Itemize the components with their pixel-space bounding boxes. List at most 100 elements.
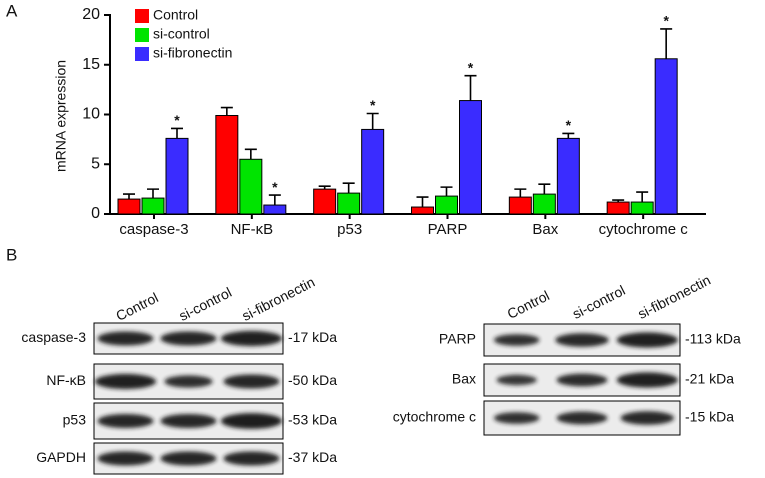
- error-bar: [366, 112, 379, 130]
- error-bar: [244, 148, 257, 160]
- legend-label: si-fibronectin: [153, 45, 232, 61]
- error-bar: [612, 199, 625, 203]
- blot-band: [97, 414, 154, 428]
- blot-band: [556, 411, 608, 425]
- lane-label: si-control: [570, 282, 628, 322]
- y-tick-label: 20: [82, 6, 100, 23]
- bar: [556, 137, 580, 215]
- y-tick-label: 15: [82, 56, 100, 73]
- error-bar: [123, 193, 135, 200]
- blot-band: [493, 334, 540, 346]
- significance-mark: *: [174, 112, 180, 128]
- protein-label: GAPDH: [36, 449, 86, 465]
- bar: [165, 137, 189, 215]
- size-label: -37 kDa: [288, 449, 337, 465]
- size-label: -53 kDa: [288, 412, 337, 428]
- bar: [337, 192, 361, 215]
- bar: [654, 58, 678, 215]
- bar: [313, 188, 337, 215]
- x-tick-label: cytochrome c: [599, 221, 689, 238]
- blot-band: [160, 451, 217, 466]
- blot-band: [94, 373, 157, 390]
- blot-band: [220, 330, 283, 347]
- legend-swatch: [135, 28, 149, 42]
- bar: [508, 196, 532, 215]
- significance-mark: *: [566, 117, 572, 133]
- panel-label: B: [6, 245, 17, 264]
- legend-label: si-control: [153, 26, 210, 42]
- y-tick-label: 10: [82, 106, 100, 123]
- error-bar: [440, 186, 453, 197]
- bar: [263, 204, 287, 215]
- error-bar: [318, 185, 331, 190]
- size-label: -50 kDa: [288, 372, 337, 388]
- error-bar: [562, 132, 575, 139]
- blot-band: [496, 374, 537, 386]
- blot-band: [220, 413, 283, 429]
- blot-band: [616, 332, 678, 348]
- bar: [239, 158, 263, 215]
- lane-label: Control: [113, 289, 160, 324]
- blot-band: [493, 412, 540, 424]
- error-bar: [636, 191, 649, 203]
- blot-band: [616, 372, 678, 388]
- protein-label: PARP: [439, 331, 476, 347]
- significance-mark: *: [663, 13, 669, 29]
- error-bar: [660, 28, 673, 59]
- x-tick-label: Bax: [532, 221, 558, 238]
- blot-band: [164, 375, 213, 388]
- protein-label: NF-κB: [46, 372, 86, 388]
- bar: [606, 201, 630, 215]
- blot-band: [223, 374, 280, 389]
- size-label: -21 kDa: [685, 371, 734, 387]
- error-bar: [342, 182, 355, 194]
- bar: [361, 128, 385, 215]
- legend-label: Control: [153, 7, 198, 23]
- significance-mark: *: [272, 179, 278, 195]
- bar: [532, 193, 556, 215]
- error-bar: [268, 194, 281, 206]
- lane-label: si-fibronectin: [635, 272, 713, 322]
- protein-label: cytochrome c: [393, 409, 476, 425]
- error-bar: [220, 106, 233, 116]
- significance-mark: *: [370, 97, 376, 113]
- protein-label: caspase-3: [21, 329, 86, 345]
- protein-label: p53: [63, 412, 87, 428]
- error-bar: [147, 188, 159, 199]
- bar: [459, 100, 482, 215]
- blot-band: [556, 373, 608, 387]
- bar: [215, 114, 239, 215]
- blot-band: [620, 411, 675, 425]
- legend-swatch: [135, 9, 149, 23]
- error-bar: [464, 74, 477, 101]
- lane-label: si-control: [176, 284, 234, 324]
- lane-label: si-fibronectin: [239, 274, 317, 324]
- y-axis-title: mRNA expression: [53, 60, 69, 172]
- error-bar: [171, 127, 183, 139]
- blot-band: [160, 414, 217, 428]
- y-tick-label: 0: [91, 205, 100, 222]
- protein-label: Bax: [452, 371, 476, 387]
- bar: [435, 195, 458, 215]
- bar: [411, 206, 434, 215]
- blot-band: [97, 451, 154, 466]
- error-bar: [416, 196, 429, 208]
- x-tick-label: caspase-3: [119, 221, 188, 238]
- bar: [630, 201, 654, 215]
- blot-band: [160, 331, 217, 346]
- bar: [141, 197, 165, 215]
- error-bar: [514, 188, 527, 198]
- legend-swatch: [135, 47, 149, 61]
- significance-mark: *: [468, 59, 474, 75]
- size-label: -17 kDa: [288, 329, 337, 345]
- size-label: -15 kDa: [685, 409, 734, 425]
- panel-label: A: [6, 1, 18, 20]
- x-tick-label: PARP: [428, 221, 468, 238]
- x-tick-label: p53: [337, 221, 362, 238]
- y-tick-label: 5: [91, 155, 100, 172]
- error-bar: [538, 183, 551, 195]
- blot-band: [97, 331, 154, 346]
- blot-band: [223, 451, 280, 466]
- lane-label: Control: [504, 287, 551, 322]
